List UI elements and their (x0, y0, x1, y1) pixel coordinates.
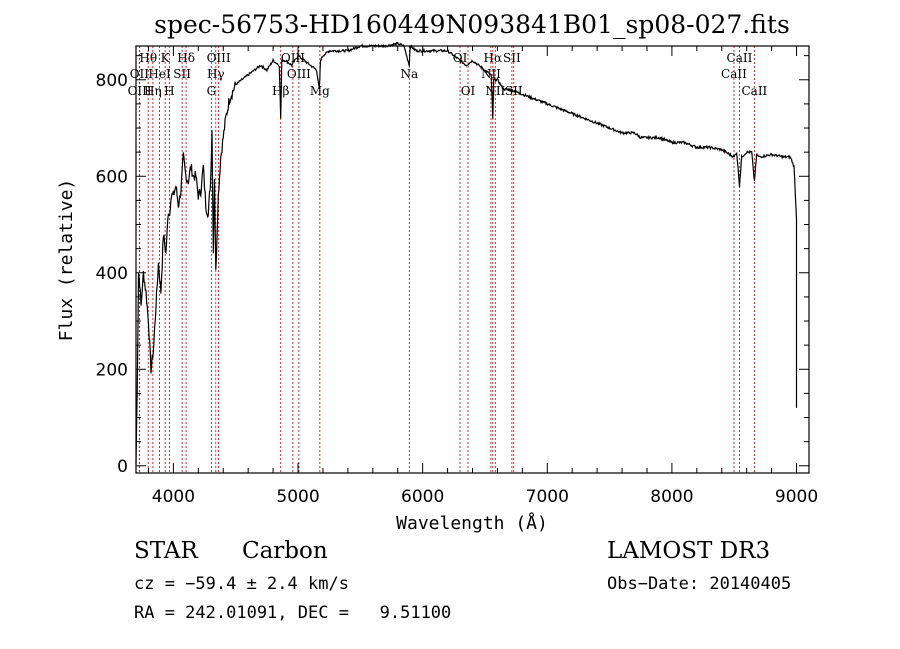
x-axis-label: Wavelength (Å) (396, 512, 548, 534)
obs-date-text: Obs−Date: 20140405 (607, 574, 792, 594)
x-tick-label: 9000 (775, 487, 818, 507)
y-axis-label: Flux (relative) (56, 179, 77, 342)
coordinates-text: RA = 242.01091, DEC = 9.51100 (134, 603, 452, 623)
spectral-line-label: Hα (484, 51, 503, 65)
spectral-line-label: HeI (148, 67, 171, 81)
x-tick-label: 4000 (152, 487, 195, 507)
spectral-line-label: CaII (727, 51, 753, 65)
chart-title: spec-56753-HD160449N093841B01_sp08-027.f… (154, 10, 790, 39)
x-tick-label: 6000 (401, 487, 444, 507)
spectral-line-label: OI (453, 51, 468, 65)
redshift-text: cz = −59.4 ± 2.4 km/s (134, 574, 349, 594)
x-axis-ticks: 4000 5000 6000 7000 8000 9000 (147, 46, 818, 507)
y-tick-label: 600 (96, 167, 128, 187)
spectral-line-label: SII (503, 51, 521, 65)
x-tick-label: 8000 (650, 487, 693, 507)
spectral-line-label: Hη (144, 84, 162, 98)
x-tick-label: 5000 (276, 487, 319, 507)
spectral-line-label: Hδ (177, 51, 195, 65)
spectral-line-label: Hθ (139, 51, 157, 65)
y-tick-label: 400 (96, 264, 128, 284)
spectral-line-label: OIII (128, 84, 152, 98)
spectrum-series-line (135, 41, 798, 464)
y-tick-label: 0 (117, 457, 128, 477)
spectral-line-label: CaII (741, 84, 767, 98)
spectral-line-label: OI (461, 84, 476, 98)
spectral-line-label: G (207, 84, 217, 98)
spectral-line-label: OII (130, 67, 150, 81)
spectral-line-label: OIII (207, 51, 231, 65)
spectral-line-label: Na (400, 67, 418, 81)
spectral-line-label: H (164, 84, 174, 98)
spectral-line-label: SII (173, 67, 191, 81)
subclass-label: Carbon (242, 538, 328, 564)
plot-frame (135, 45, 810, 474)
y-tick-label: 800 (96, 71, 128, 91)
spectral-line-label: OIII (287, 67, 311, 81)
spectral-line-markers (138, 46, 755, 473)
y-axis-ticks: 0 200 400 600 800 (96, 55, 809, 477)
spectral-line-label: Mg (310, 84, 330, 98)
survey-label: LAMOST DR3 (607, 538, 771, 564)
y-tick-label: 200 (96, 360, 128, 380)
spectral-line-label: K (161, 51, 171, 65)
spectral-line-label: Hγ (207, 67, 225, 81)
x-tick-label: 7000 (526, 487, 569, 507)
class-label: STAR (134, 538, 198, 564)
spectral-line-label: NII (485, 84, 505, 98)
spectral-line-label: CaII (721, 67, 747, 81)
